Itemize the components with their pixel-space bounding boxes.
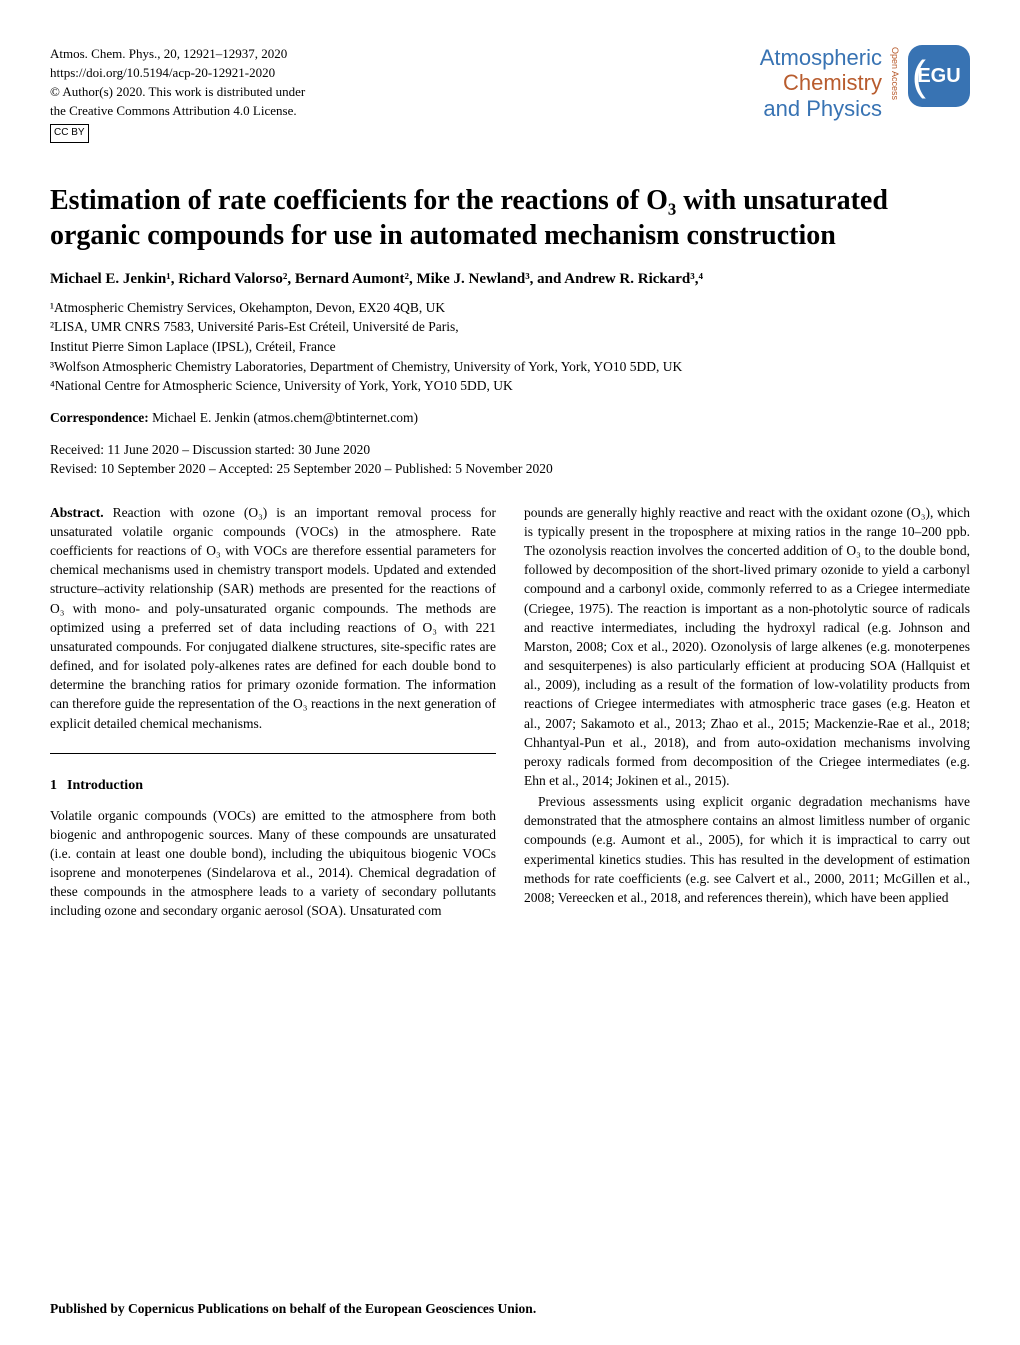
header-row: Atmos. Chem. Phys., 20, 12921–12937, 202… (50, 45, 970, 143)
correspondence-text: Michael E. Jenkin (atmos.chem@btinternet… (149, 410, 418, 425)
right-column: pounds are generally highly reactive and… (524, 503, 970, 921)
dates-block: Received: 11 June 2020 – Discussion star… (50, 440, 970, 479)
left-column: Abstract. Reaction with ozone (O₃) is an… (50, 503, 496, 921)
correspondence-line: Correspondence: Michael E. Jenkin (atmos… (50, 410, 970, 426)
publisher-footer: Published by Copernicus Publications on … (50, 1301, 536, 1317)
journal-line2: Chemistry (760, 70, 882, 95)
abstract-label: Abstract. (50, 505, 104, 520)
dates-line1: Received: 11 June 2020 – Discussion star… (50, 440, 970, 460)
correspondence-label: Correspondence: (50, 410, 149, 425)
cc-by-icon: CC BY (50, 124, 89, 143)
body-columns: Abstract. Reaction with ozone (O₃) is an… (50, 503, 970, 921)
journal-citation: Atmos. Chem. Phys., 20, 12921–12937, 202… (50, 45, 305, 64)
citation-block: Atmos. Chem. Phys., 20, 12921–12937, 202… (50, 45, 305, 143)
abstract-paragraph: Abstract. Reaction with ozone (O₃) is an… (50, 503, 496, 733)
section-number: 1 (50, 778, 57, 793)
affiliation-1: ¹Atmospheric Chemistry Services, Okehamp… (50, 298, 970, 318)
affiliations-block: ¹Atmospheric Chemistry Services, Okehamp… (50, 298, 970, 396)
body-paragraph-1: pounds are generally highly reactive and… (524, 503, 970, 790)
license-text: the Creative Commons Attribution 4.0 Lic… (50, 102, 305, 121)
article-title: Estimation of rate coefficients for the … (50, 183, 970, 253)
doi-link[interactable]: https://doi.org/10.5194/acp-20-12921-202… (50, 64, 305, 83)
section-divider (50, 753, 496, 754)
abstract-text: Reaction with ozone (O₃) is an important… (50, 505, 496, 731)
affiliation-2: ²LISA, UMR CNRS 7583, Université Paris-E… (50, 317, 970, 337)
section-1-heading: 1 Introduction (50, 776, 496, 796)
intro-paragraph-1: Volatile organic compounds (VOCs) are em… (50, 806, 496, 921)
body-paragraph-2: Previous assessments using explicit orga… (524, 792, 970, 907)
journal-line1: Atmospheric (760, 45, 882, 70)
author-list: Michael E. Jenkin¹, Richard Valorso², Be… (50, 271, 970, 288)
journal-name: Atmospheric Chemistry and Physics (760, 45, 882, 121)
copyright-text: © Author(s) 2020. This work is distribut… (50, 83, 305, 102)
dates-line2: Revised: 10 September 2020 – Accepted: 2… (50, 459, 970, 479)
affiliation-4: ⁴National Centre for Atmospheric Science… (50, 376, 970, 396)
egu-logo-icon: EGU (908, 45, 970, 107)
journal-line3: and Physics (760, 96, 882, 121)
journal-logo: Atmospheric Chemistry and Physics Open A… (760, 45, 970, 121)
affiliation-3: ³Wolfson Atmospheric Chemistry Laborator… (50, 357, 970, 377)
open-access-label: Open Access (890, 47, 900, 100)
section-title-text: Introduction (67, 778, 143, 793)
affiliation-2b: Institut Pierre Simon Laplace (IPSL), Cr… (50, 337, 970, 357)
